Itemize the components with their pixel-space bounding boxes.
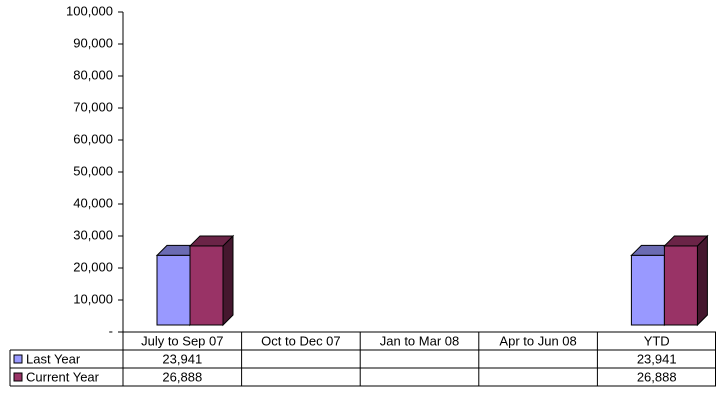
- value-label: 26,888: [162, 369, 202, 384]
- x-tick-label: YTD: [644, 333, 670, 348]
- x-tick-label: Jan to Mar 08: [380, 333, 460, 348]
- value-label: 26,888: [637, 369, 677, 384]
- value-label: 23,941: [637, 351, 677, 366]
- bar-face: [222, 234, 234, 327]
- y-tick-label: 80,000: [73, 67, 113, 82]
- bar: [663, 234, 709, 327]
- x-tick-label: Oct to Dec 07: [261, 333, 340, 348]
- y-tick-label: 90,000: [73, 35, 113, 50]
- y-tick-label: 10,000: [73, 291, 113, 306]
- y-tick-label: -: [109, 323, 113, 338]
- x-tick-label: Apr to Jun 08: [499, 333, 576, 348]
- y-tick-label: 100,000: [66, 3, 113, 18]
- bar: [188, 234, 235, 327]
- bar-face: [630, 254, 665, 326]
- y-tick-label: 40,000: [73, 195, 113, 210]
- bar-face: [696, 234, 708, 327]
- bar-face: [663, 245, 698, 326]
- value-label: 23,941: [162, 351, 202, 366]
- x-tick-label: July to Sep 07: [141, 333, 223, 348]
- bar-face: [156, 254, 191, 326]
- legend-label: Current Year: [26, 369, 100, 384]
- y-tick-label: 70,000: [73, 99, 113, 114]
- bar-face: [189, 245, 224, 326]
- y-tick-label: 20,000: [73, 259, 113, 274]
- legend-swatch: [13, 372, 23, 382]
- y-tick-label: 30,000: [73, 227, 113, 242]
- legend-swatch: [13, 354, 23, 364]
- legend-label: Last Year: [26, 351, 81, 366]
- y-tick-label: 50,000: [73, 163, 113, 178]
- y-tick-label: 60,000: [73, 131, 113, 146]
